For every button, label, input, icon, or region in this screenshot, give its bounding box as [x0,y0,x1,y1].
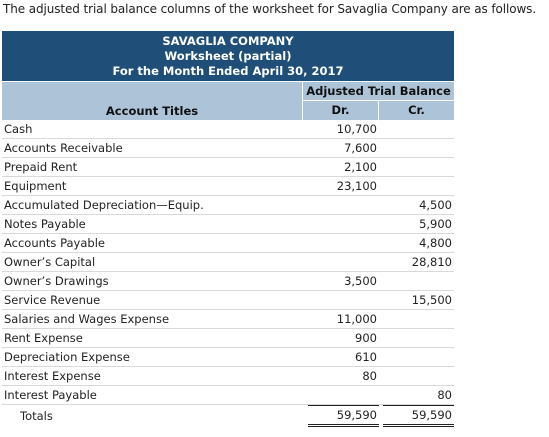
credit-cell: 15,500 [411,293,452,307]
worksheet-period: For the Month Ended April 30, 2017 [112,64,344,78]
account-title-cell: Interest Expense [4,369,101,383]
intro-text: The adjusted trial balance columns of th… [3,2,537,16]
account-titles-header: Account Titles [2,82,303,120]
table-row: Owner’s Drawings 3,500 [2,272,454,291]
company-name: SAVAGLIA COMPANY [162,34,294,48]
account-title-cell: Accounts Payable [4,236,105,250]
adjusted-trial-balance-title: Adjusted Trial Balance [303,82,454,101]
adjusted-trial-balance-header: Adjusted Trial Balance Dr. Cr. [303,82,454,120]
account-title-cell: Owner’s Capital [4,255,96,269]
table-row: Depreciation Expense 610 [2,348,454,367]
account-title-cell: Prepaid Rent [4,160,78,174]
totals-debit: 59,590 [308,405,379,427]
table-row: Accounts Receivable 7,600 [2,139,454,158]
debit-cell [304,196,379,214]
worksheet-table: SAVAGLIA COMPANY Worksheet (partial) For… [2,31,454,427]
table-row: Service Revenue 15,500 [2,291,454,310]
debit-cell [304,215,379,233]
credit-cell: 80 [437,388,452,402]
debit-header: Dr. [303,101,379,120]
credit-cell: 28,810 [411,255,452,269]
table-row: Owner’s Capital 28,810 [2,253,454,272]
account-title-cell: Owner’s Drawings [4,274,109,288]
credit-cell [379,272,454,290]
account-title-cell: Rent Expense [4,331,83,345]
credit-cell [379,367,454,385]
debit-cell: 7,600 [344,141,377,155]
account-title-cell: Service Revenue [4,293,101,307]
credit-cell [379,139,454,157]
account-title-cell: Accounts Receivable [4,141,123,155]
totals-label: Totals [20,409,53,423]
credit-cell [379,120,454,138]
debit-cell [304,386,379,404]
table-row: Accounts Payable 4,800 [2,234,454,253]
dr-cr-header: Dr. Cr. [303,101,454,120]
debit-cell: 80 [362,369,377,383]
debit-cell [304,234,379,252]
table-row: Accumulated Depreciation—Equip. 4,500 [2,196,454,215]
account-title-cell: Salaries and Wages Expense [4,312,170,326]
worksheet-banner: SAVAGLIA COMPANY Worksheet (partial) For… [2,31,454,82]
account-rows: Cash 10,700 Accounts Receivable 7,600 Prepai… [2,120,454,405]
credit-cell [379,348,454,366]
totals-credit: 59,590 [383,405,454,427]
debit-cell [304,253,379,271]
credit-cell [379,158,454,176]
credit-header: Cr. [408,103,425,117]
account-title-cell: Accumulated Depreciation—Equip. [4,198,204,212]
debit-cell: 900 [355,331,377,345]
credit-cell [379,329,454,347]
account-title-cell: Depreciation Expense [4,350,130,364]
column-header: Account Titles Adjusted Trial Balance Dr… [2,82,454,120]
table-row: Prepaid Rent 2,100 [2,158,454,177]
debit-cell: 2,100 [344,160,377,174]
account-title-cell: Notes Payable [4,217,86,231]
credit-cell [379,177,454,195]
table-row: Notes Payable 5,900 [2,215,454,234]
debit-cell: 11,000 [336,312,377,326]
credit-cell: 4,800 [419,236,452,250]
credit-cell: 5,900 [419,217,452,231]
debit-cell: 23,100 [336,179,377,193]
table-row: Salaries and Wages Expense 11,000 [2,310,454,329]
table-row: Interest Payable 80 [2,386,454,405]
debit-cell [304,291,379,309]
worksheet-title: Worksheet (partial) [164,49,292,63]
totals-row: Totals 59,590 59,590 [2,405,454,427]
credit-cell [379,310,454,328]
table-row: Cash 10,700 [2,120,454,139]
table-row: Rent Expense 900 [2,329,454,348]
account-title-cell: Cash [4,122,33,136]
table-row: Equipment 23,100 [2,177,454,196]
account-title-cell: Equipment [4,179,67,193]
credit-cell: 4,500 [419,198,452,212]
debit-cell: 3,500 [344,274,377,288]
table-row: Interest Expense 80 [2,367,454,386]
debit-cell: 610 [355,350,377,364]
debit-cell: 10,700 [336,122,377,136]
account-title-cell: Interest Payable [4,388,97,402]
